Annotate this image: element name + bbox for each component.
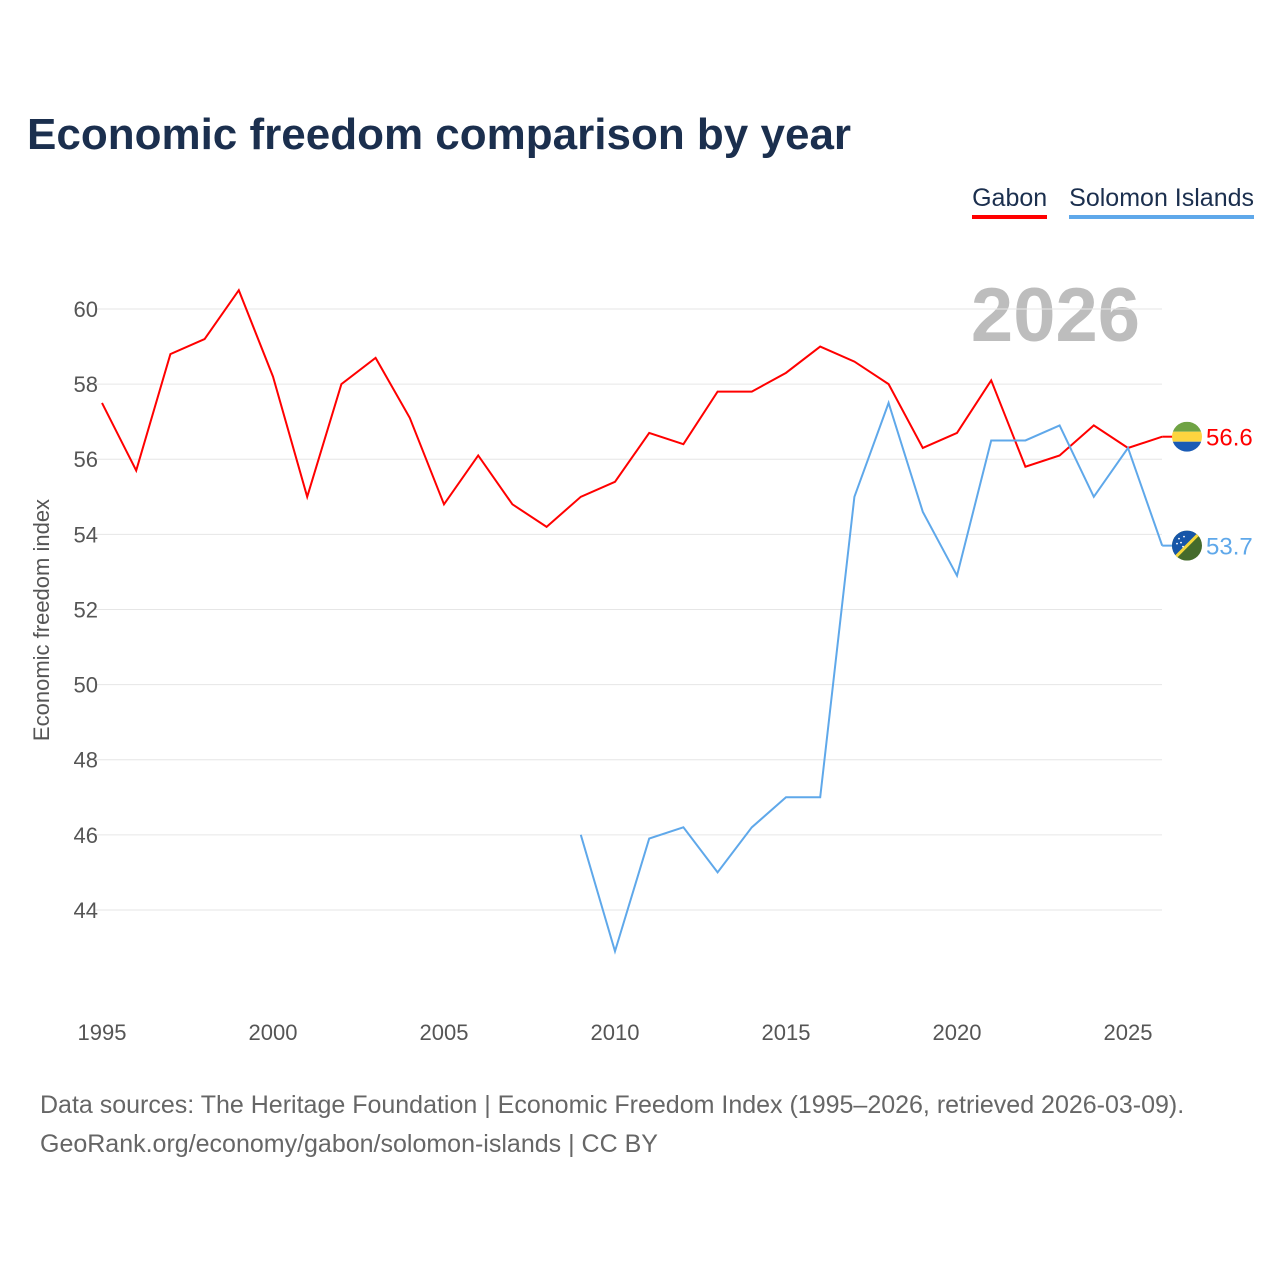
x-tick-label: 2020	[933, 1020, 982, 1045]
end-value-label: 56.6	[1206, 425, 1253, 452]
y-tick-label: 58	[74, 372, 98, 397]
legend-solomon-islands[interactable]: Solomon Islands	[1069, 184, 1254, 219]
y-tick-label: 48	[74, 748, 98, 773]
y-tick-label: 54	[74, 522, 98, 547]
y-tick-label: 56	[74, 447, 98, 472]
current-year-watermark: 2026	[970, 273, 1140, 358]
y-tick-label: 44	[74, 898, 98, 923]
y-tick-label: 52	[74, 597, 98, 622]
x-tick-label: 1995	[78, 1020, 127, 1045]
x-tick-label: 2000	[249, 1020, 298, 1045]
gabon-flag-icon	[1172, 421, 1202, 452]
x-tick-label: 2005	[420, 1020, 469, 1045]
end-value-label: 53.7	[1206, 534, 1253, 561]
chart-title: Economic freedom comparison by year	[27, 110, 852, 159]
x-tick-label: 2010	[591, 1020, 640, 1045]
data-source: Data sources: The Heritage Foundation | …	[40, 1091, 1185, 1119]
solomon-islands-flag-icon	[1172, 530, 1202, 561]
source-link[interactable]: GeoRank.org/economy/gabon/solomon-island…	[40, 1130, 658, 1158]
x-tick-label: 2025	[1104, 1020, 1153, 1045]
x-tick-label: 2015	[762, 1020, 811, 1045]
series-line-solomon-islands	[579, 399, 1164, 955]
y-tick-label: 60	[74, 297, 98, 322]
legend: Gabon Solomon Islands	[972, 184, 1254, 219]
y-tick-label: 46	[74, 823, 98, 848]
series-line-gabon	[101, 288, 1163, 529]
y-tick-label: 50	[74, 673, 98, 698]
footer: Data sources: The Heritage Foundation | …	[40, 1086, 1184, 1164]
legend-gabon[interactable]: Gabon	[972, 184, 1048, 219]
